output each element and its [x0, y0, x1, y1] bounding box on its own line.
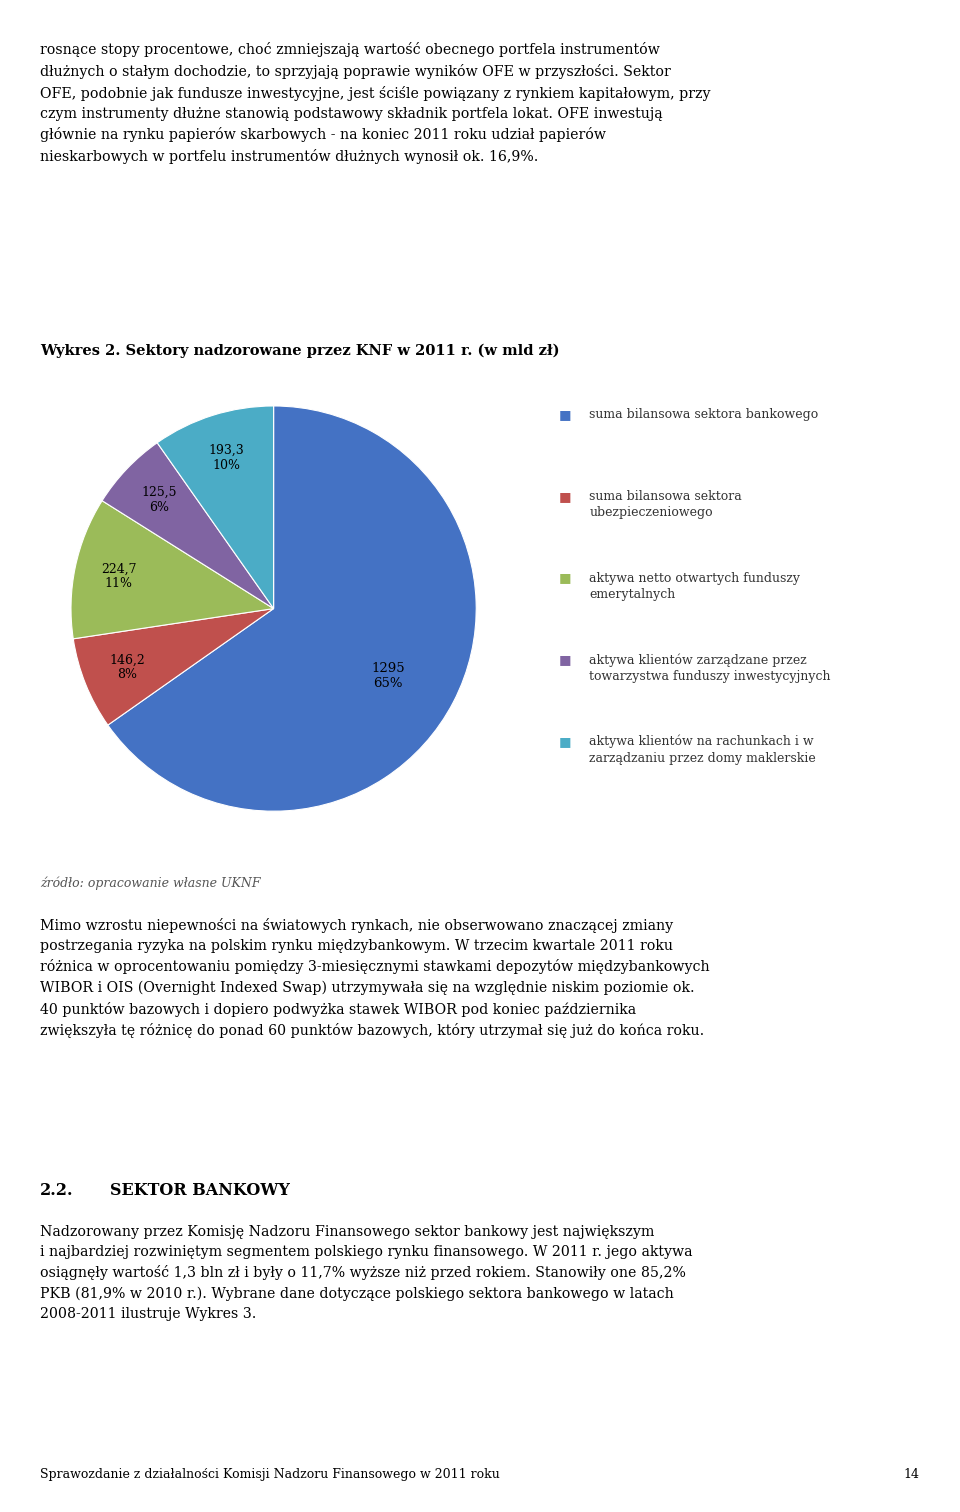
Text: 125,5
6%: 125,5 6%: [141, 485, 177, 514]
Text: suma bilansowa sektora bankowego: suma bilansowa sektora bankowego: [589, 408, 819, 422]
Text: Sprawozdanie z działalności Komisji Nadzoru Finansowego w 2011 roku: Sprawozdanie z działalności Komisji Nadz…: [40, 1468, 500, 1482]
Text: 1295
65%: 1295 65%: [371, 662, 404, 689]
Text: 193,3
10%: 193,3 10%: [208, 445, 244, 472]
Text: ■: ■: [559, 735, 571, 748]
Wedge shape: [71, 500, 274, 640]
Text: 2.2.: 2.2.: [40, 1182, 74, 1199]
Text: aktywa klientów zarządzane przez
towarzystwa funduszy inwestycyjnych: aktywa klientów zarządzane przez towarzy…: [589, 653, 831, 683]
Text: ■: ■: [559, 653, 571, 667]
Text: 146,2
8%: 146,2 8%: [109, 653, 145, 682]
Text: aktywa netto otwartych funduszy
emerytalnych: aktywa netto otwartych funduszy emerytal…: [589, 572, 801, 602]
Text: Wykres 2. Sektory nadzorowane przez KNF w 2011 r. (w mld zł): Wykres 2. Sektory nadzorowane przez KNF …: [40, 343, 560, 358]
Text: aktywa klientów na rachunkach i w
zarządzaniu przez domy maklerskie: aktywa klientów na rachunkach i w zarząd…: [589, 735, 816, 765]
Text: Nadzorowany przez Komisję Nadzoru Finansowego sektor bankowy jest największym
i : Nadzorowany przez Komisję Nadzoru Finans…: [40, 1225, 693, 1321]
Wedge shape: [102, 443, 274, 608]
Text: ■: ■: [559, 490, 571, 503]
Text: 14: 14: [903, 1468, 920, 1482]
Text: rosnące stopy procentowe, choć zmniejszają wartość obecnego portfela instrumentó: rosnące stopy procentowe, choć zmniejsza…: [40, 42, 710, 163]
Text: ■: ■: [559, 408, 571, 422]
Text: źródło: opracowanie własne UKNF: źródło: opracowanie własne UKNF: [40, 877, 261, 891]
Text: 224,7
11%: 224,7 11%: [101, 562, 136, 590]
Text: suma bilansowa sektora
ubezpieczeniowego: suma bilansowa sektora ubezpieczeniowego: [589, 490, 742, 520]
Text: Mimo wzrostu niepewności na światowych rynkach, nie obserwowano znaczącej zmiany: Mimo wzrostu niepewności na światowych r…: [40, 918, 710, 1039]
Text: ■: ■: [559, 572, 571, 585]
Wedge shape: [157, 405, 274, 608]
Text: SEKTOR BANKOWY: SEKTOR BANKOWY: [110, 1182, 290, 1199]
Wedge shape: [73, 608, 274, 726]
Wedge shape: [108, 405, 476, 810]
